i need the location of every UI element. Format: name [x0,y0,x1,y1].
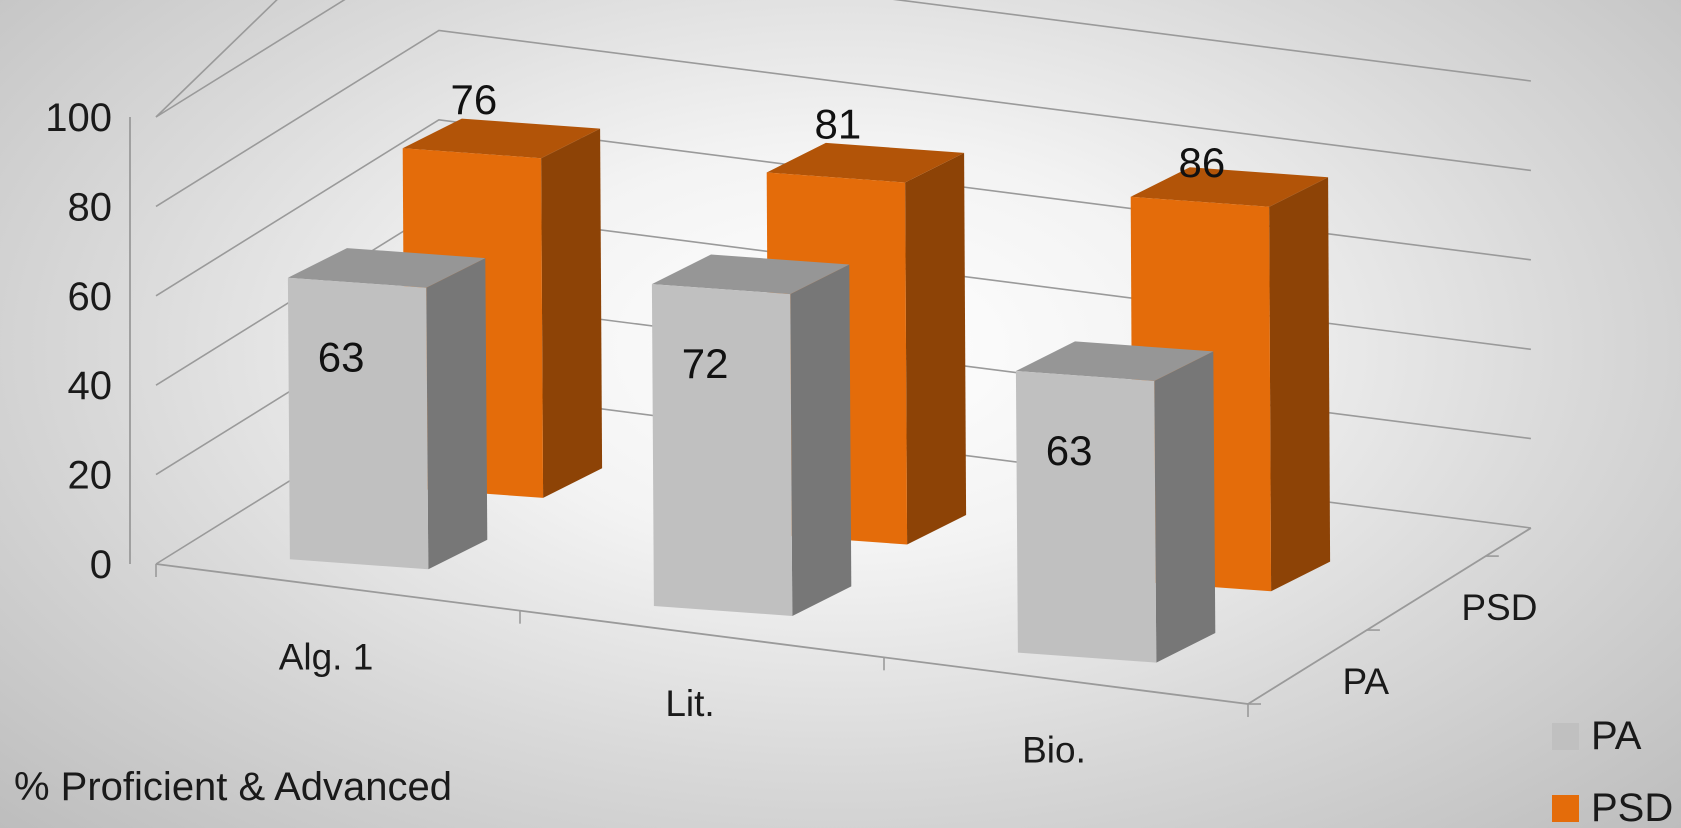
bar-side-pa [426,258,488,570]
bar-top-pa [1015,341,1214,381]
bar-top-pa [651,254,850,295]
data-label-pa: 63 [318,334,365,381]
gridline [155,29,1532,208]
legend-item-pa: PA [1552,714,1641,759]
category-label: Bio. [1022,730,1086,771]
depth-axis-line [1247,527,1532,705]
bar-pa [287,277,429,570]
depth-label: PSD [1461,587,1537,628]
bar-top-psd [402,118,601,159]
x-axis-line [155,563,1249,705]
chart-walls [155,0,278,118]
legend-swatch-pa [1552,723,1579,750]
category-label: Lit. [665,683,714,724]
data-labels: 76 81 86 63 72 63 [318,76,1226,474]
chart-caption: % Proficient & Advanced [14,765,453,809]
y-tick-label: 100 [45,96,112,140]
axes: 0 20 40 60 80 100 Alg. 1 Lit. Bio. PSD PA [45,96,1537,771]
data-label-pa: 72 [682,340,729,387]
legend-label-psd: PSD [1591,786,1674,828]
legend-swatch-psd [1552,795,1579,822]
y-tick-label: 40 [68,364,113,408]
legend-label-pa: PA [1591,714,1642,758]
y-tick-label: 80 [68,185,113,229]
bar-pa [1015,371,1157,663]
bar-pa [651,284,793,616]
bar-side-psd [1269,177,1331,592]
bar-side-psd [905,152,967,545]
gridline [155,0,1532,118]
y-tick-label: 60 [68,275,113,319]
bar-top-psd [1130,167,1329,207]
bar-top-pa [287,248,486,288]
data-label-psd: 76 [451,76,498,123]
bar-side-pa [1154,351,1216,663]
legend-item-psd: PSD [1552,786,1673,828]
y-tick-label: 0 [90,543,112,587]
data-label-pa: 63 [1046,427,1093,474]
data-label-psd: 86 [1179,139,1226,186]
bar-top-psd [766,142,965,183]
depth-label: PA [1342,661,1389,702]
data-label-psd: 81 [815,100,862,147]
wall-edge-left [155,0,278,118]
category-label: Alg. 1 [279,636,374,677]
y-tick-label: 20 [68,454,113,498]
bar-side-psd [541,128,603,498]
bar-side-pa [790,264,852,616]
bars [287,118,1331,663]
